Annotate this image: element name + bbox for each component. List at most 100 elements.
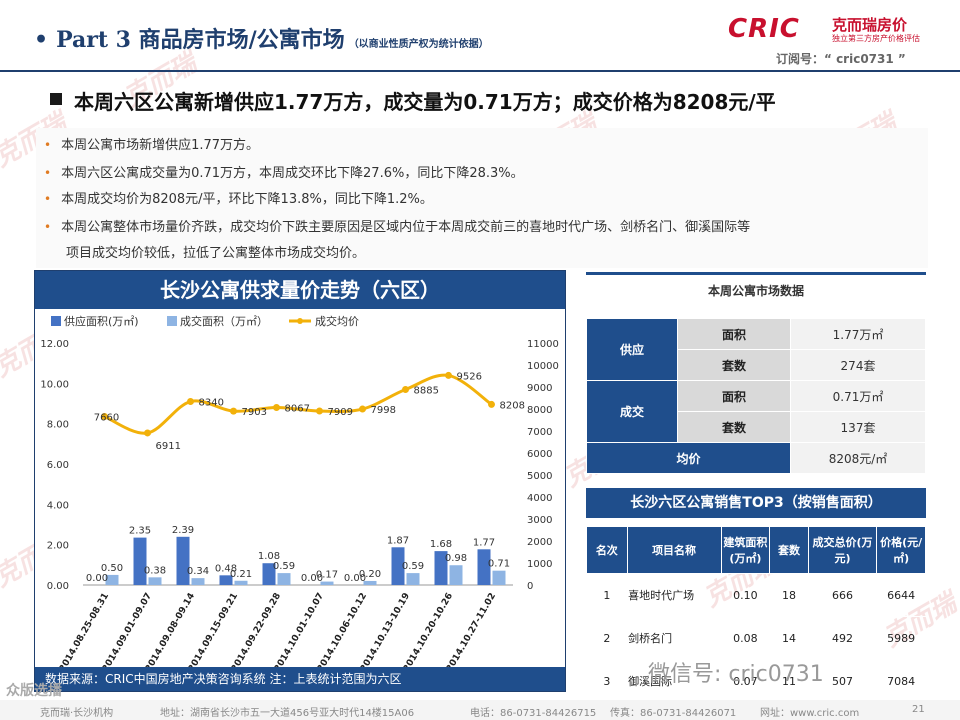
x-tick-label: 2014.10.01-10.07 xyxy=(273,592,326,668)
summary-item: • 本周公寓整体市场量价齐跌，成交均价下跌主要原因是区域内位于本周成交前三的喜地时… xyxy=(44,216,750,235)
bar-supply-label: 2.39 xyxy=(172,525,194,536)
avg-price-label: 均价 xyxy=(586,442,791,474)
legend-label: 供应面积(万㎡) xyxy=(64,314,139,328)
chart-title: 长沙公寓供求量价走势（六区） xyxy=(35,271,565,309)
cell: 0.10 xyxy=(721,573,770,617)
page-number: 21 xyxy=(912,704,925,715)
legend-label: 成交均价 xyxy=(315,314,359,328)
y-left-tick-label: 2.00 xyxy=(47,541,69,552)
y-left-tick-label: 10.00 xyxy=(40,379,69,390)
section-title: • Part 3 商品房市场/公寓市场 （以商业性质产权为统计依据） xyxy=(34,22,489,54)
cric-logo: CRIC xyxy=(728,14,800,44)
price-label: 8208 xyxy=(500,400,525,411)
bar-supply-label: 1.68 xyxy=(430,539,452,550)
x-tick-label: 2014.09.01-09.07 xyxy=(101,592,154,668)
row-value: 1.77万㎡ xyxy=(790,318,926,350)
logo-cn-text: 克而瑞房价 xyxy=(832,16,908,34)
price-point xyxy=(230,407,237,415)
bullet-dot-icon: • xyxy=(44,166,52,180)
bar-deal xyxy=(105,574,119,585)
top3-table: 名次 项目名称 建筑面积(万㎡) 套数 成交总价(万元) 价格(元/㎡) 1 喜… xyxy=(586,526,926,703)
price-point xyxy=(273,404,280,412)
footer-web: 网址：www.cric.com xyxy=(760,708,860,719)
bar-deal-label: 0.71 xyxy=(488,559,510,570)
bar-supply xyxy=(434,551,448,585)
footer-org: 克而瑞·长沙机构 xyxy=(40,708,114,719)
legend-label: 成交面积（万㎡） xyxy=(180,314,268,328)
price-point xyxy=(488,400,495,408)
y-left-tick-label: 6.00 xyxy=(47,460,69,471)
table-row: 2 剑桥名门 0.08 14 492 5989 xyxy=(586,616,926,660)
wechat-overlay: 微信号: cric0731 xyxy=(648,662,824,687)
y-left-tick-label: 0.00 xyxy=(47,581,69,592)
summary-bullets: • 本周公寓市场新增供应1.77万方。 • 本周六区公寓成交量为0.71万方，本周成… xyxy=(36,128,928,268)
table-row: 均价 8208元/㎡ xyxy=(586,442,926,474)
cell: 6644 xyxy=(876,573,926,617)
market-table-title: 本周公寓市场数据 xyxy=(707,284,804,298)
summary-item: • 本周公寓市场新增供应1.77万方。 xyxy=(44,134,259,153)
price-point xyxy=(359,405,366,413)
header-divider xyxy=(0,70,960,72)
price-label: 7909 xyxy=(328,407,353,418)
bar-supply-label: 2.35 xyxy=(129,526,151,537)
cell: 507 xyxy=(808,659,877,703)
summary-text: 本周成交均价为8208元/平，环比下降13.8%，同比下降1.2%。 xyxy=(61,192,433,207)
table-row: 1 喜地时代广场 0.10 18 666 6644 xyxy=(586,573,926,617)
footer-phone: 电话：86-0731-84426715 xyxy=(470,708,597,719)
table-header-row: 名次 项目名称 建筑面积(万㎡) 套数 成交总价(万元) 价格(元/㎡) xyxy=(586,526,926,574)
col-header: 套数 xyxy=(769,526,809,574)
y-right-tick-label: 3000 xyxy=(527,515,552,526)
col-header: 建筑面积(万㎡) xyxy=(720,526,771,574)
legend-marker xyxy=(297,318,303,324)
bar-deal xyxy=(148,577,162,585)
row-value: 274套 xyxy=(790,349,926,381)
y-right-tick-label: 6000 xyxy=(527,449,552,460)
top3-title: 长沙六区公寓销售TOP3（按销售面积） xyxy=(586,488,926,518)
summary-text: 本周公寓市场新增供应1.77万方。 xyxy=(61,138,260,153)
avg-price-value: 8208元/㎡ xyxy=(790,442,926,474)
col-header: 价格(元/㎡) xyxy=(876,526,926,574)
cell: 3 xyxy=(586,659,628,703)
price-label: 7660 xyxy=(94,412,119,423)
y-right-tick-label: 10000 xyxy=(527,361,559,372)
bar-deal-label: 0.17 xyxy=(316,570,338,581)
price-label: 8885 xyxy=(414,386,439,397)
market-table-rule xyxy=(586,272,926,275)
summary-item: • 本周成交均价为8208元/平，环比下降13.8%，同比下降1.2%。 xyxy=(44,188,433,207)
logo-tagline: 独立第三方房产价格评估 xyxy=(832,34,920,43)
bar-supply xyxy=(133,537,147,585)
legend-swatch xyxy=(167,316,177,326)
price-label: 8340 xyxy=(199,398,224,409)
footer-fax: 传真：86-0731-84426071 xyxy=(610,708,737,719)
cell: 14 xyxy=(769,616,809,660)
headline-square-icon xyxy=(50,93,62,105)
x-tick-label: 2014.08.25-08.31 xyxy=(58,592,111,668)
bar-deal-label: 0.34 xyxy=(187,566,209,577)
footer: 克而瑞·长沙机构 地址：湖南省长沙市五一大道456号亚大时代14楼15A06 电… xyxy=(0,700,960,720)
cell: 喜地时代广场 xyxy=(627,573,721,617)
row-label: 面积 xyxy=(677,318,791,350)
summary-item: • 本周六区公寓成交量为0.71万方，本周成交环比下降27.6%，同比下降28.3… xyxy=(44,162,524,181)
y-left-tick-label: 8.00 xyxy=(47,420,69,431)
x-tick-label: 2014.10.13-10.19 xyxy=(359,592,412,668)
price-label: 9526 xyxy=(457,371,482,382)
group-supply: 供应 xyxy=(586,318,678,381)
y-left-tick-label: 12.00 xyxy=(40,339,69,350)
bar-deal-label: 0.50 xyxy=(101,563,123,574)
cell: 5989 xyxy=(876,616,926,660)
bar-deal-label: 0.20 xyxy=(359,569,381,580)
row-label: 套数 xyxy=(677,349,791,381)
bar-deal-label: 0.21 xyxy=(230,569,252,580)
bar-supply-label: 0.00 xyxy=(344,573,366,584)
bar-supply-label: 0.00 xyxy=(301,573,323,584)
bar-deal xyxy=(320,581,334,585)
footer-address: 地址：湖南省长沙市五一大道456号亚大时代14楼15A06 xyxy=(160,708,415,719)
bar-supply-label: 0.00 xyxy=(86,573,108,584)
data-source-note: 数据来源：CRIC中国房地产决策咨询系统 注：上表统计范围为六区 xyxy=(35,667,565,691)
cell: 0.08 xyxy=(721,616,770,660)
y-right-tick-label: 9000 xyxy=(527,383,552,394)
price-point xyxy=(316,407,323,415)
section-subtitle: （以商业性质产权为统计依据） xyxy=(348,39,489,50)
bar-supply-label: 1.08 xyxy=(258,551,280,562)
col-header: 名次 xyxy=(586,526,628,574)
